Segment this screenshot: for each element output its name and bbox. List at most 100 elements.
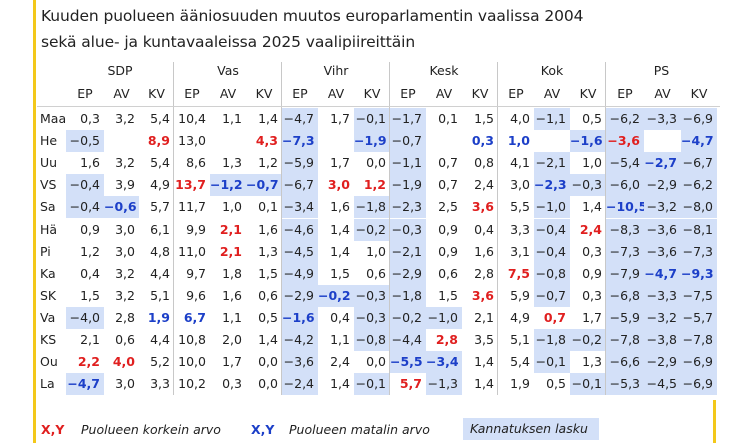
- row-label: Pi: [40, 243, 51, 259]
- table-cell: −0,1: [354, 108, 390, 130]
- table-cell: −0,4: [534, 218, 570, 241]
- table-cell: −2,7: [644, 152, 681, 175]
- table-cell: 0,3: [80, 111, 100, 126]
- table-cell: −7,8: [681, 329, 717, 351]
- party-header-sdp: SDP: [107, 63, 133, 78]
- row-label: SK: [40, 287, 57, 303]
- table-cell: −6,7: [282, 174, 318, 197]
- party-header-vihr: Vihr: [323, 63, 349, 78]
- table-cell: −0,8: [354, 329, 390, 351]
- table-cell: 0,0: [366, 155, 386, 171]
- subcolumn-header-vas-ep: EP: [184, 86, 200, 101]
- legend-min-marker: X,Y: [251, 422, 275, 437]
- table-cell: −6,9: [681, 373, 717, 396]
- row-label: VS: [40, 177, 57, 193]
- table-cell: 0,7: [438, 155, 458, 171]
- legend-max-marker: X,Y: [41, 422, 65, 437]
- table-cell: −5,5: [390, 351, 426, 374]
- table-cell: −1,6: [570, 130, 606, 153]
- table-cell: −7,9: [606, 262, 644, 285]
- table-cell: 5,5: [510, 199, 530, 215]
- subcolumn-header-vas-kv: KV: [255, 86, 273, 101]
- table-cell: −1,1: [534, 108, 570, 130]
- table-cell: −3,6: [282, 351, 318, 374]
- table-cell: 0,0: [258, 376, 278, 392]
- chart-title-line-2: sekä alue- ja kuntavaaleissa 2025 vaalip…: [41, 33, 416, 51]
- party-header-kesk: Kesk: [429, 63, 459, 78]
- table-cell: 0,1: [438, 111, 458, 126]
- table-cell: 9,7: [186, 265, 206, 281]
- table-cell: 2,1: [474, 309, 494, 325]
- table-cell: 0,5: [582, 111, 602, 126]
- table-cell: −2,9: [644, 174, 681, 197]
- table-cell: −1,0: [426, 306, 462, 329]
- table-cell: −8,0: [681, 196, 717, 219]
- group-divider: [173, 62, 174, 396]
- subcolumn-header-sdp-ep: EP: [77, 86, 93, 101]
- table-cell: 1,2: [80, 243, 100, 259]
- subcolumn-header-ps-kv: KV: [690, 86, 708, 101]
- table-cell: −0,7: [534, 284, 570, 307]
- table-cell: 10,2: [178, 376, 206, 392]
- table-cell: −7,5: [681, 284, 717, 307]
- table-cell: 3,0: [510, 177, 530, 193]
- subcolumn-header-vas-av: AV: [219, 86, 237, 101]
- party-header-ps: PS: [653, 63, 670, 78]
- table-cell: 5,1: [510, 332, 530, 347]
- table-cell: 4,0: [112, 354, 135, 370]
- table-cell: −2,9: [390, 262, 426, 285]
- legend-max-label: Puolueen korkein arvo: [81, 422, 221, 437]
- table-cell: −5,3: [606, 373, 644, 396]
- table-cell: −6,9: [681, 108, 717, 130]
- table-cell: 4,1: [510, 155, 530, 171]
- table-cell: 0,6: [115, 332, 135, 347]
- table-cell: 1,5: [330, 265, 350, 281]
- table-cell: 3,2: [115, 155, 135, 171]
- table-cell: −7,3: [606, 240, 644, 263]
- table-cell: 10,4: [178, 111, 206, 126]
- table-cell: 3,0: [115, 376, 135, 392]
- table-cell: −1,9: [390, 174, 426, 197]
- table-cell: 3,0: [115, 243, 135, 259]
- table-cell: 3,0: [327, 177, 350, 193]
- table-cell: −0,3: [570, 174, 606, 197]
- subcolumn-header-kesk-ep: EP: [400, 86, 416, 101]
- table-cell: 1,9: [147, 309, 170, 325]
- table-cell: 4,9: [510, 309, 530, 325]
- table-cell: −3,6: [644, 218, 681, 241]
- table-cell: 3,1: [510, 243, 530, 259]
- table-cell: 1,6: [80, 155, 100, 171]
- subcolumn-header-kesk-kv: KV: [471, 86, 489, 101]
- table-cell: 5,4: [150, 111, 170, 126]
- table-cell: −2,3: [390, 196, 426, 219]
- table-cell: 1,4: [474, 376, 494, 392]
- table-cell: 4,0: [510, 111, 530, 126]
- table-cell: −6,2: [606, 108, 644, 130]
- table-cell: 4,3: [255, 133, 278, 149]
- table-cell: 2,8: [115, 309, 135, 325]
- table-cell: −4,5: [644, 373, 681, 396]
- legend-min-label: Puolueen matalin arvo: [289, 422, 430, 437]
- table-cell: 10,0: [178, 354, 206, 370]
- row-label: Maa: [40, 111, 67, 126]
- table-cell: −7,3: [282, 130, 318, 153]
- table-cell: −1,8: [390, 284, 426, 307]
- table-cell: −0,2: [570, 329, 606, 351]
- table-cell: −8,1: [681, 218, 717, 241]
- table-cell: −2,1: [390, 240, 426, 263]
- table-cell: 4,9: [150, 177, 170, 193]
- table-cell: 0,3: [471, 133, 494, 149]
- party-header-kok: Kok: [540, 63, 564, 78]
- table-cell: 1,6: [222, 287, 242, 303]
- subcolumn-header-vihr-ep: EP: [292, 86, 308, 101]
- table-cell: −3,4: [426, 351, 462, 374]
- table-cell: −6,7: [681, 152, 717, 175]
- table-cell: −5,9: [282, 152, 318, 175]
- table-cell: 0,4: [330, 309, 350, 325]
- table-cell: 4,4: [150, 332, 170, 347]
- table-cell: 1,3: [582, 354, 602, 370]
- table-cell: 1,7: [582, 309, 602, 325]
- table-cell: 10,8: [178, 332, 206, 347]
- table-cell: −1,8: [534, 329, 570, 351]
- table-cell: −0,1: [570, 373, 606, 396]
